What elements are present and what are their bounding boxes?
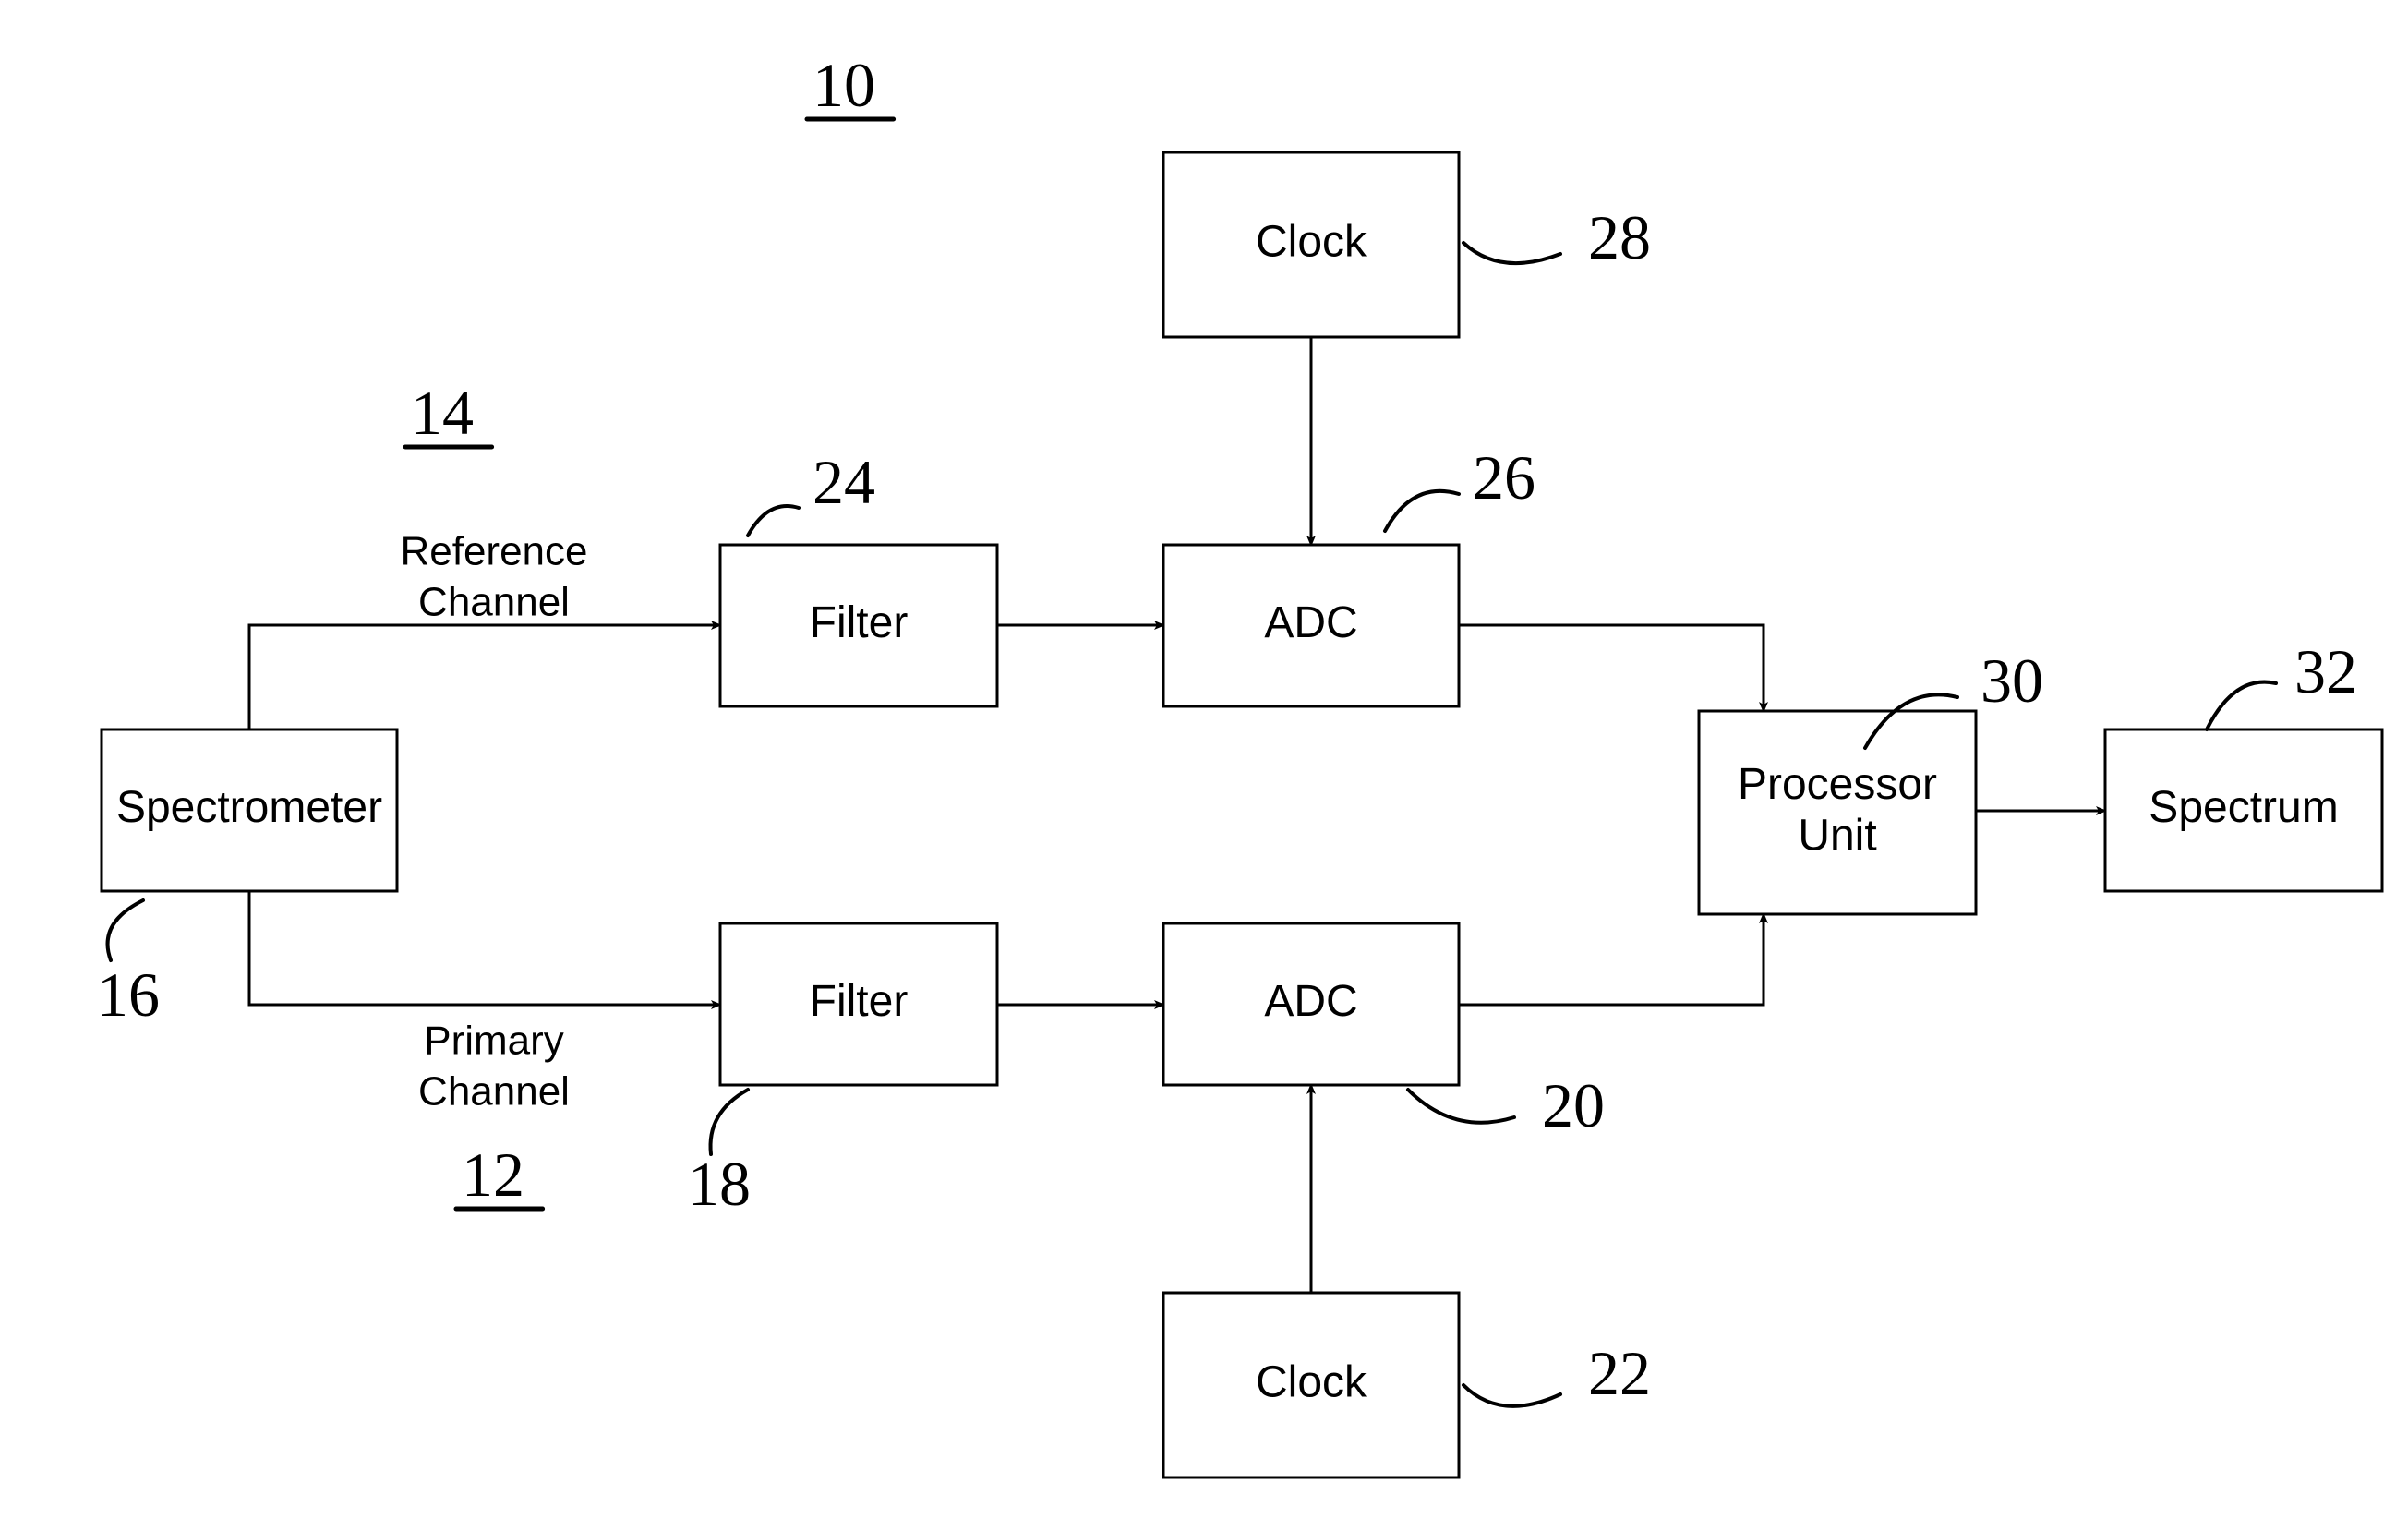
node-spectrometer-label: Spectrometer bbox=[116, 783, 382, 832]
node-adc_top: ADC bbox=[1163, 545, 1459, 706]
node-clock_bot-label: Clock bbox=[1256, 1358, 1367, 1407]
ref-26-leader bbox=[1385, 491, 1459, 531]
node-filter_bot: Filter bbox=[720, 923, 997, 1085]
ref-10-text: 10 bbox=[813, 50, 875, 120]
ref-22-text: 22 bbox=[1588, 1338, 1651, 1408]
ref-16-leader bbox=[108, 900, 143, 960]
ref-30-text: 30 bbox=[1981, 645, 2043, 716]
boxes-layer: Spectrometer Filter Filter ADC ADC Clock Clock… bbox=[102, 152, 2382, 1477]
ref-32: 32 bbox=[2207, 636, 2357, 729]
node-processor-label: Processor bbox=[1738, 760, 1937, 809]
arrow-spectrometer_top: M270 790 L270 677 L780 677 bbox=[249, 625, 720, 729]
ref-28-leader bbox=[1463, 243, 1560, 263]
node-clock_top: Clock bbox=[1163, 152, 1459, 337]
reference-channel-label: Reference bbox=[400, 529, 587, 574]
node-filter_bot-label: Filter bbox=[810, 977, 909, 1026]
node-adc_bot: ADC bbox=[1163, 923, 1459, 1085]
ref-18: 18 bbox=[688, 1090, 751, 1219]
node-processor: ProcessorUnit bbox=[1699, 711, 1976, 914]
node-spectrum: Spectrum bbox=[2105, 729, 2382, 891]
ref-18-text: 18 bbox=[688, 1149, 751, 1219]
node-spectrometer: Spectrometer bbox=[102, 729, 397, 891]
ref-32-leader bbox=[2207, 682, 2276, 729]
ref-20-leader bbox=[1408, 1090, 1514, 1123]
ref-32-text: 32 bbox=[2294, 636, 2357, 706]
diagram-canvas: M270 790 L270 677 L780 677 M270 965 L270 … bbox=[0, 0, 2408, 1519]
arrow-adc_bot_proc: M1580 1088 L1910 1088 L1910 990 bbox=[1459, 914, 1764, 1005]
node-adc_bot-label: ADC bbox=[1264, 977, 1357, 1026]
ref-28: 28 bbox=[1463, 202, 1651, 272]
node-adc_top-label: ADC bbox=[1264, 598, 1357, 647]
ref-12: 12 bbox=[456, 1139, 543, 1210]
arrow-adc_top_proc: M1580 677 L1910 677 L1910 770 bbox=[1459, 625, 1764, 711]
ref-26: 26 bbox=[1385, 442, 1535, 531]
primary-channel-label: Channel bbox=[418, 1069, 570, 1115]
ref-24-leader bbox=[748, 506, 799, 536]
ref-24: 24 bbox=[748, 447, 875, 536]
ref-20-text: 20 bbox=[1542, 1070, 1605, 1140]
ref-28-text: 28 bbox=[1588, 202, 1651, 272]
ref-10: 10 bbox=[807, 50, 894, 120]
ref-14-text: 14 bbox=[411, 378, 474, 448]
reference-channel-label: Channel bbox=[418, 580, 570, 625]
node-filter_top-label: Filter bbox=[810, 598, 909, 647]
node-clock_bot: Clock bbox=[1163, 1293, 1459, 1477]
node-filter_top: Filter bbox=[720, 545, 997, 706]
arrow-spectrometer_bot: M270 965 L270 1088 L780 1088 bbox=[249, 891, 720, 1005]
ref-24-text: 24 bbox=[813, 447, 875, 517]
node-processor-label: Unit bbox=[1798, 811, 1876, 860]
ref-22: 22 bbox=[1463, 1338, 1651, 1408]
ref-16-text: 16 bbox=[97, 959, 160, 1030]
ref-22-leader bbox=[1463, 1385, 1560, 1406]
primary-channel-label: Primary bbox=[424, 1019, 564, 1064]
ref-18-leader bbox=[711, 1090, 749, 1154]
ref-16: 16 bbox=[97, 900, 160, 1030]
ref-26-text: 26 bbox=[1473, 442, 1535, 512]
node-spectrum-label: Spectrum bbox=[2149, 783, 2338, 832]
node-clock_top-label: Clock bbox=[1256, 218, 1367, 267]
labels-layer: Reference Channel Primary Channel bbox=[400, 529, 587, 1115]
ref-12-text: 12 bbox=[462, 1139, 524, 1210]
ref-14: 14 bbox=[405, 378, 492, 448]
